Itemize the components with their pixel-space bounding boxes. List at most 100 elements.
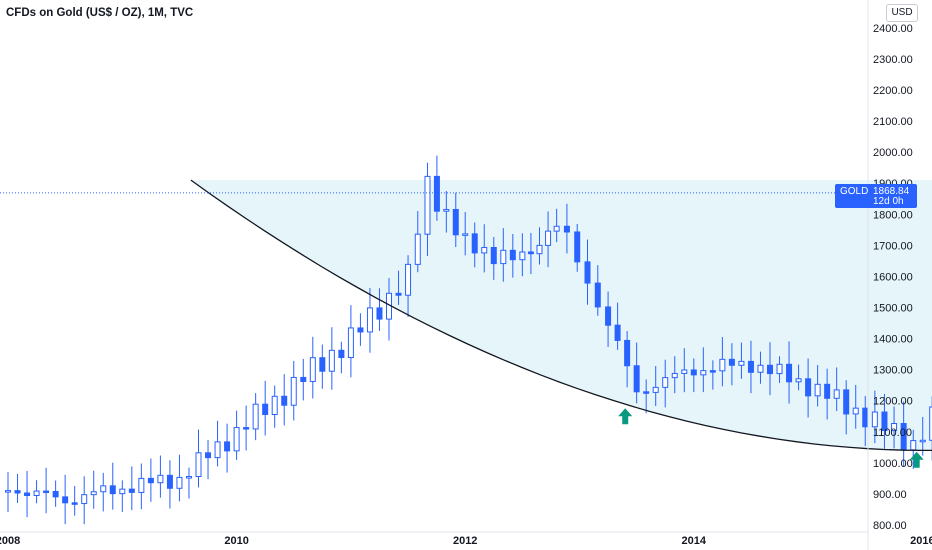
candle-down: [690, 369, 697, 376]
candle-up: [671, 372, 678, 379]
price-tick-label: 1400.00: [873, 334, 913, 346]
candle-down: [471, 233, 478, 254]
time-tick-label: 2012: [453, 535, 477, 547]
candle-down: [281, 395, 288, 406]
candle-down: [128, 488, 135, 493]
price-tick-label: 2400.00: [873, 23, 913, 35]
candle-down: [527, 251, 534, 255]
candle-down: [338, 349, 345, 359]
candle-up: [814, 383, 821, 397]
price-tick-label: 1500.00: [873, 303, 913, 315]
candle-up: [328, 349, 335, 372]
candle-up: [545, 230, 552, 246]
candle-up: [738, 360, 745, 366]
candle-down: [805, 378, 812, 397]
candle-down: [843, 389, 850, 415]
candle-down: [563, 225, 570, 233]
candle-up: [185, 476, 192, 479]
candle-up: [81, 494, 88, 505]
candle-down: [747, 360, 754, 373]
candle-down: [824, 383, 831, 399]
price-tick-label: 1200.00: [873, 396, 913, 408]
candle-down: [862, 407, 869, 428]
candle-up: [852, 407, 859, 415]
price-tick-label: 2200.00: [873, 85, 913, 97]
candle-up: [871, 411, 878, 428]
price-label-symbol: GOLD: [840, 186, 869, 197]
currency-button[interactable]: USD: [886, 4, 918, 22]
candle-up: [347, 327, 354, 359]
candle-up: [5, 490, 11, 493]
candle-up: [481, 246, 488, 254]
candle-down: [243, 427, 250, 430]
candle-up: [700, 370, 707, 376]
candle-up: [891, 422, 898, 432]
candle-down: [643, 391, 650, 394]
candle-down: [509, 249, 516, 261]
candle-up: [138, 477, 145, 493]
candle-up: [910, 440, 917, 451]
price-tick-label: 1100.00: [873, 427, 912, 439]
cup-curve: [190, 179, 932, 452]
price-tick-label: 2000.00: [873, 147, 913, 159]
candle-up: [157, 474, 164, 484]
price-tick-label: 1700.00: [873, 240, 913, 252]
candle-up: [662, 377, 669, 388]
candle-up: [214, 441, 221, 459]
candle-up: [233, 427, 240, 452]
candle-down: [300, 376, 307, 382]
candle-down: [24, 492, 31, 496]
candle-down: [786, 363, 793, 383]
time-tick-label: 2016: [910, 535, 932, 547]
plot-area: [0, 155, 932, 525]
candle-up: [929, 406, 932, 441]
candle-down: [166, 474, 173, 489]
candle-up: [176, 476, 183, 489]
price-tick-label: 2100.00: [873, 116, 913, 128]
candle-down: [376, 307, 383, 320]
candle-up: [443, 208, 450, 212]
candle-down: [605, 306, 612, 326]
candle-down: [881, 411, 888, 432]
candle-up: [776, 363, 783, 375]
price-tick-label: 1600.00: [873, 271, 913, 283]
price-tick-label: 1300.00: [873, 365, 913, 377]
cup-fill: [190, 180, 932, 451]
candle-up: [833, 389, 840, 399]
candle-down: [584, 261, 591, 284]
price-axis: 800.00 900.00 1000.00 1100.00 1200.00 1300.00…: [867, 0, 913, 550]
candle-up: [414, 233, 421, 265]
candle-up: [424, 175, 431, 235]
candle-down: [109, 485, 116, 495]
candle-up: [405, 263, 412, 296]
candle-down: [357, 327, 364, 333]
candle-down: [767, 364, 773, 375]
price-tick-label: 900.00: [873, 489, 907, 501]
candle-up: [652, 386, 659, 393]
candle-down: [319, 357, 326, 372]
candle-down: [224, 441, 231, 452]
candle-down: [433, 175, 440, 212]
candle-down: [633, 365, 640, 393]
time-tick-label: 2010: [224, 535, 248, 547]
candle-up: [271, 395, 278, 416]
time-tick-label: 2014: [682, 535, 707, 547]
candle-down: [452, 208, 459, 236]
candle-down: [262, 403, 269, 416]
price-tick-label: 800.00: [873, 520, 907, 532]
candle-up: [252, 403, 259, 430]
candle-up: [100, 485, 107, 493]
candle-up: [290, 376, 297, 406]
candle-down: [709, 370, 716, 373]
candle-up: [33, 490, 40, 496]
candle-up: [195, 452, 202, 478]
candle-up: [757, 364, 764, 373]
candle-up: [553, 225, 560, 232]
candle-up: [536, 244, 543, 255]
candle-down: [43, 490, 50, 494]
candle-down: [395, 292, 402, 296]
candle-up: [119, 488, 126, 495]
candle-down: [728, 358, 735, 366]
candle-up: [719, 358, 726, 372]
